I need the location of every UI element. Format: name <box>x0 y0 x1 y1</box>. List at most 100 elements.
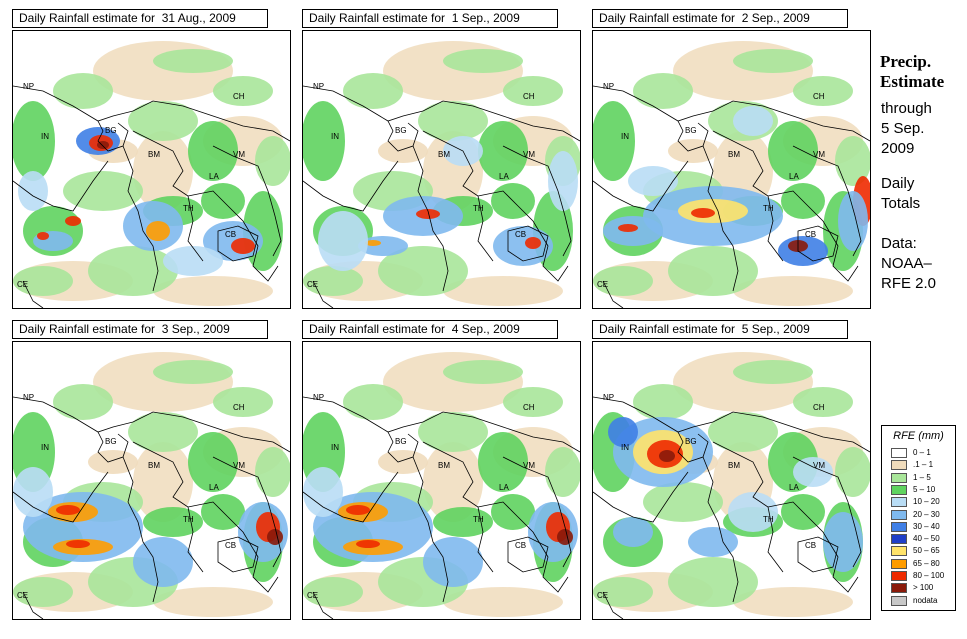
legend-label: .1 – 1 <box>913 460 934 470</box>
border-line <box>767 190 859 282</box>
country-label: LA <box>789 172 799 181</box>
country-label: LA <box>499 172 509 181</box>
country-label: IN <box>331 132 339 141</box>
rain-cell <box>378 450 428 474</box>
panel-title: Daily Rainfall estimate for 4 Sep., 2009 <box>302 320 558 339</box>
rain-cell <box>593 577 653 607</box>
rain-cell <box>37 232 49 240</box>
country-label: NP <box>603 82 614 91</box>
country-label: CB <box>515 541 526 550</box>
legend-item: 0 – 1 <box>891 448 953 459</box>
rain-cell <box>188 432 238 492</box>
dry-area <box>153 587 273 617</box>
rain-cell <box>835 447 870 497</box>
rain-cell <box>688 527 738 557</box>
border-line <box>593 471 689 523</box>
country-label: BM <box>728 150 740 159</box>
border-line <box>97 431 129 463</box>
border-line <box>502 145 572 257</box>
country-label: CE <box>597 280 608 289</box>
country-label: BM <box>148 150 160 159</box>
map-panel-31aug: Daily Rainfall estimate for 31 Aug., 200… <box>12 9 292 319</box>
country-label: CB <box>225 541 236 550</box>
border-line <box>422 130 494 262</box>
rain-cell <box>633 73 693 109</box>
border-line <box>132 441 204 573</box>
border-line <box>132 130 204 262</box>
border-line <box>712 130 784 262</box>
country-label: BG <box>395 437 407 446</box>
rainfall-map: NP CH IN BG BM VM LA TH CB CE <box>302 341 581 620</box>
country-label: NP <box>313 82 324 91</box>
border-line <box>13 396 290 453</box>
rain-cell <box>143 507 203 537</box>
rain-cell <box>668 557 758 607</box>
sidebar-data-line1: Data: <box>881 235 917 252</box>
rain-cell <box>18 171 48 211</box>
country-label: LA <box>499 483 509 492</box>
country-borders <box>13 85 290 308</box>
legend-swatch <box>891 472 907 483</box>
rain-cell <box>163 246 223 276</box>
country-label: CH <box>233 92 245 101</box>
border-line <box>677 431 709 463</box>
legend-item: > 100 <box>891 583 953 594</box>
border-line <box>797 536 839 573</box>
rain-cell <box>213 76 273 106</box>
rainfall-map-svg: NP CH IN BG BM VM LA TH CB CE <box>13 31 290 308</box>
country-label: CB <box>805 230 816 239</box>
country-label: VM <box>523 461 535 470</box>
legend-swatch <box>891 460 907 471</box>
country-label: CH <box>813 403 825 412</box>
rain-cell <box>608 417 638 447</box>
rain-cell <box>378 139 428 163</box>
country-label: NP <box>603 393 614 402</box>
legend-label: 30 – 40 <box>913 521 940 531</box>
rain-cell <box>146 221 170 241</box>
sidebar-title-line2: Estimate <box>880 72 945 91</box>
legend-label: 5 – 10 <box>913 484 936 494</box>
legend-label: 65 – 80 <box>913 558 940 568</box>
rain-cell <box>303 266 363 296</box>
rain-cell <box>423 537 483 587</box>
rainfall-map-svg: NP CH IN BG BM VM LA TH CB CE <box>593 31 870 308</box>
panel-title: Daily Rainfall estimate for 5 Sep., 2009 <box>592 320 848 339</box>
legend-swatch <box>891 558 907 569</box>
rainfall-map: NP CH IN BG BM VM LA TH CB CE <box>302 30 581 309</box>
rain-cell <box>153 49 233 73</box>
rain-cell <box>545 447 580 497</box>
dry-area <box>153 276 273 306</box>
rain-cell <box>13 467 53 517</box>
country-label: CE <box>597 591 608 600</box>
country-label: CH <box>523 403 535 412</box>
country-label: BG <box>105 126 117 135</box>
legend-label: 20 – 30 <box>913 509 940 519</box>
sidebar-through: through <box>881 100 932 117</box>
rain-cell <box>346 505 370 515</box>
border-line <box>412 456 449 603</box>
country-label: TH <box>763 204 774 213</box>
legend-swatch <box>891 484 907 495</box>
rain-cell <box>303 467 343 517</box>
rain-cell <box>416 209 440 219</box>
rain-cell <box>733 360 813 384</box>
legend-label: 1 – 5 <box>913 472 931 482</box>
country-label: LA <box>209 483 219 492</box>
country-label: VM <box>233 150 245 159</box>
rain-cell <box>793 387 853 417</box>
rain-cell <box>768 121 818 181</box>
sidebar-daily-line1: Daily <box>881 175 915 192</box>
border-line <box>792 456 862 568</box>
border-line <box>477 501 569 593</box>
border-line <box>122 456 159 603</box>
rain-cell <box>188 121 238 181</box>
rain-cell <box>88 246 178 296</box>
country-label: BM <box>728 461 740 470</box>
country-label: CH <box>523 92 535 101</box>
rain-cell <box>478 432 528 492</box>
legend-label: 80 – 100 <box>913 571 945 580</box>
rainfall-map: NP CH IN BG BM VM LA TH CB CE <box>592 341 871 620</box>
border-line <box>303 471 399 523</box>
border-line <box>303 396 580 453</box>
border-line <box>387 431 419 463</box>
